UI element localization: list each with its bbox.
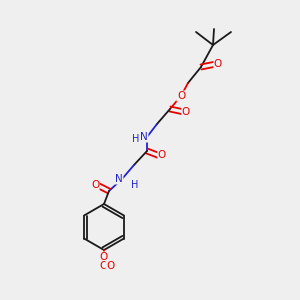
Text: O: O [106,261,114,271]
Text: N: N [140,132,148,142]
Text: O: O [100,252,108,262]
Text: H: H [132,134,140,144]
Text: N: N [115,174,123,184]
Text: O: O [158,150,166,160]
Text: H: H [131,180,139,190]
Text: O: O [177,91,185,101]
Text: O: O [91,180,99,190]
Text: O: O [214,59,222,69]
Text: O: O [182,107,190,117]
Text: O: O [100,261,108,271]
